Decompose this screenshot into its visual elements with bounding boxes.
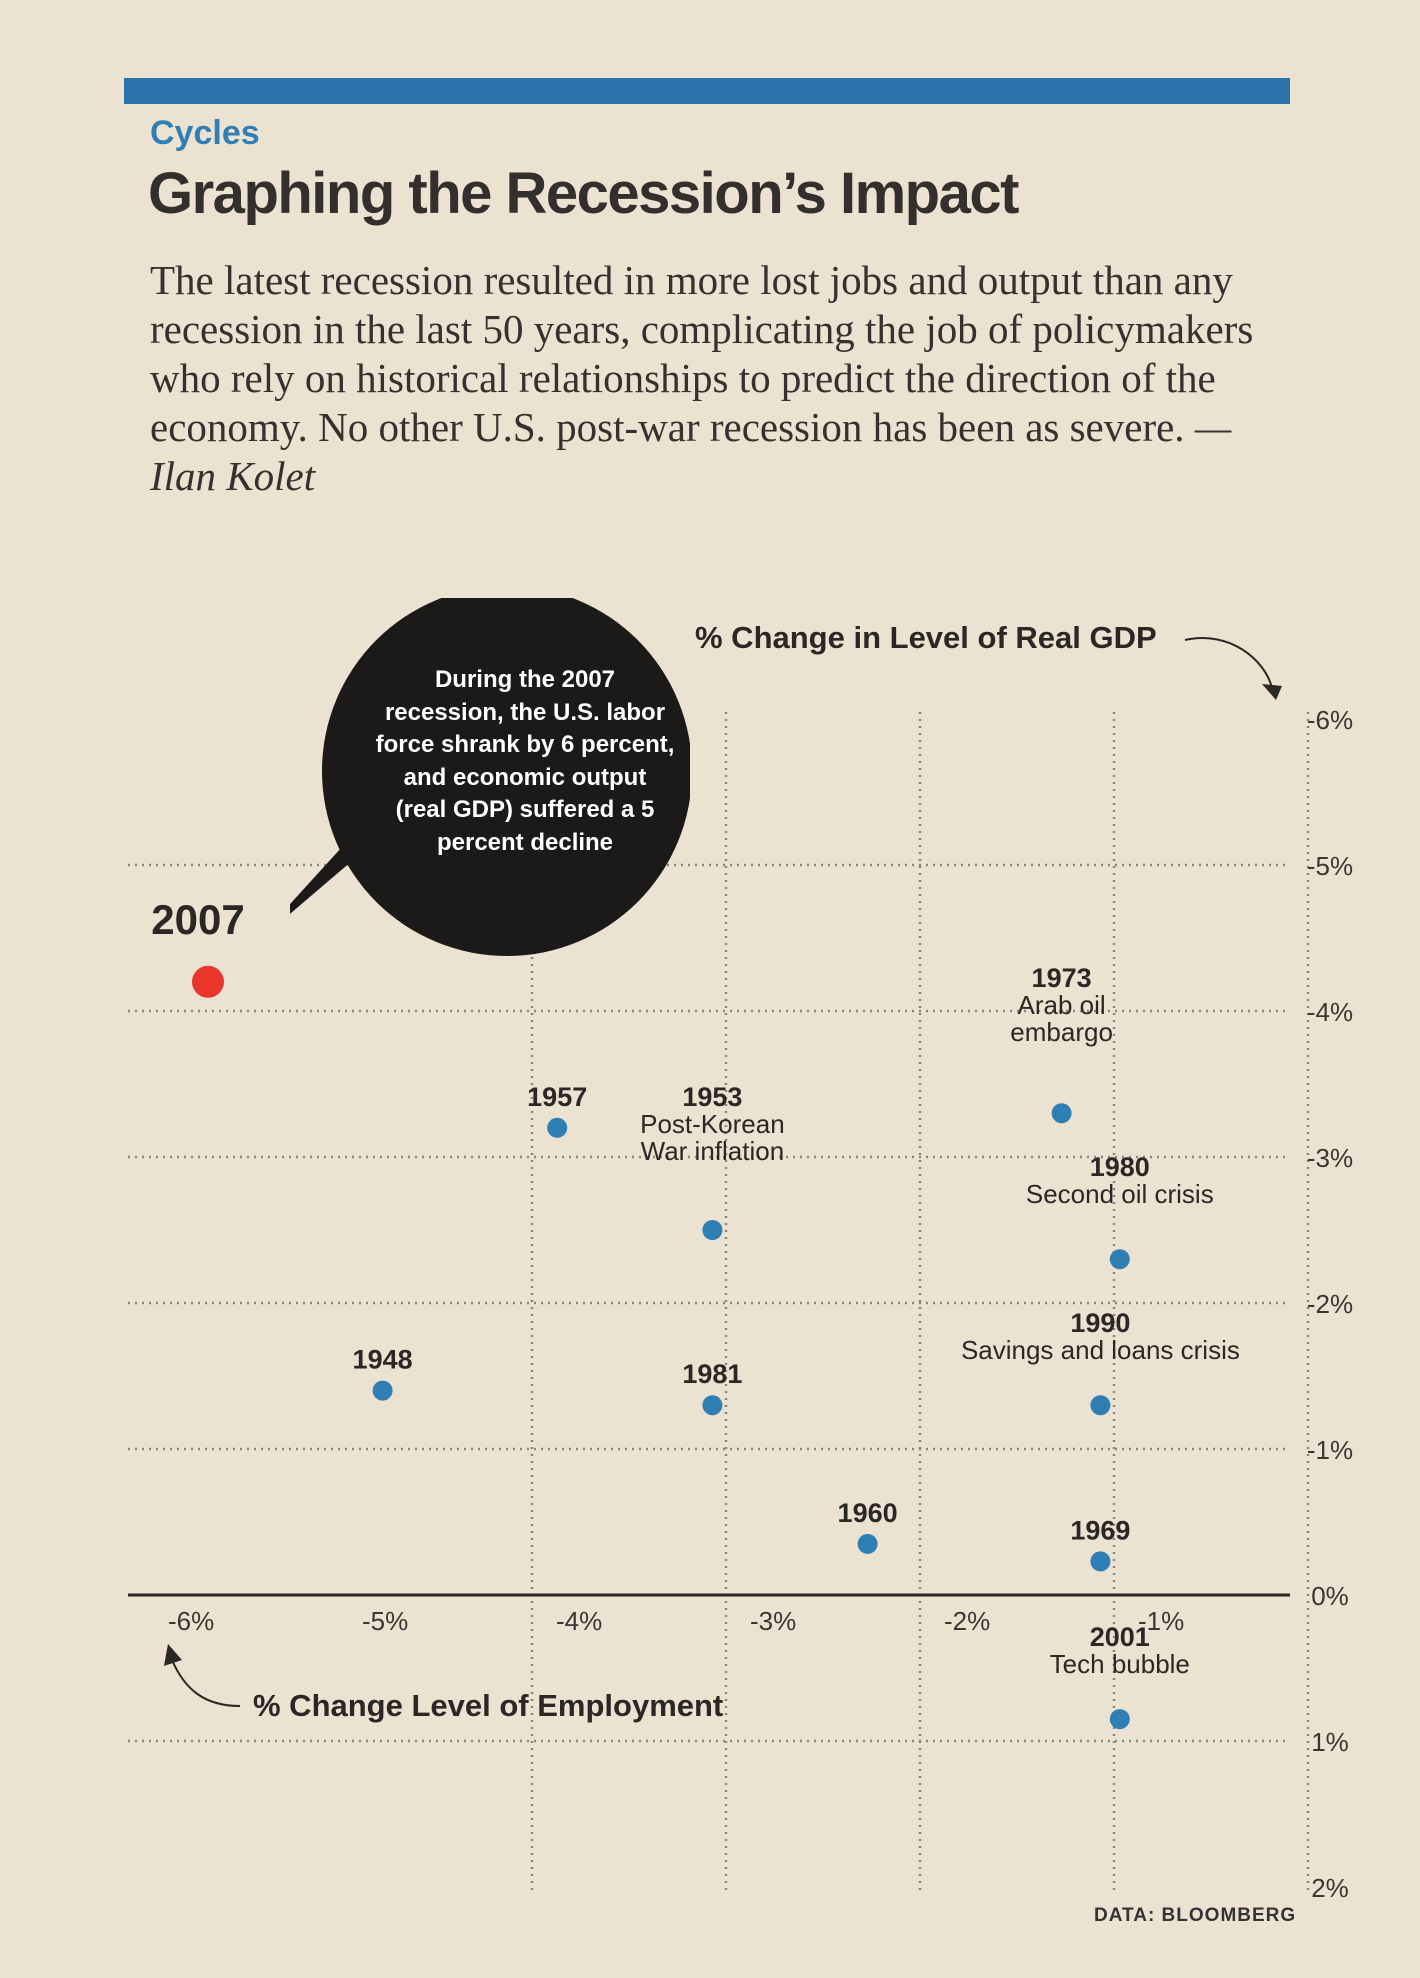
point-1953 xyxy=(702,1220,723,1240)
event-label-1973: Arab oil xyxy=(1018,990,1106,1020)
y-tick-label: -1% xyxy=(1307,1435,1353,1465)
y-axis-arrowhead xyxy=(1262,684,1282,700)
point-1969 xyxy=(1090,1551,1111,1572)
event-label-1953: Post-Korean xyxy=(640,1109,785,1139)
point-1980 xyxy=(1109,1249,1130,1270)
y-tick-label: -4% xyxy=(1307,997,1353,1027)
y-tick-label: 0% xyxy=(1311,1581,1349,1611)
year-label-2007: 2007 xyxy=(151,896,244,943)
year-label-1969: 1969 xyxy=(1070,1515,1130,1545)
page-title: Graphing the Recession’s Impact xyxy=(148,161,1019,226)
accent-bar xyxy=(124,78,1290,104)
point-2007 xyxy=(192,965,224,998)
dek-paragraph: The latest recession resulted in more lo… xyxy=(150,256,1280,501)
y-tick-label: 1% xyxy=(1311,1727,1349,1757)
x-tick-label: -3% xyxy=(750,1606,796,1636)
section-kicker: Cycles xyxy=(150,114,260,152)
event-label-1980: Second oil crisis xyxy=(1026,1179,1214,1209)
y-tick-label: -5% xyxy=(1307,851,1353,881)
year-label-1948: 1948 xyxy=(353,1345,413,1375)
x-tick-label: -1% xyxy=(1138,1606,1184,1636)
year-label-1981: 1981 xyxy=(682,1359,742,1389)
point-1990 xyxy=(1090,1395,1111,1416)
x-axis-arrow xyxy=(171,1659,241,1707)
point-1957 xyxy=(547,1117,568,1138)
year-label-1953: 1953 xyxy=(682,1082,742,1112)
event-label-2001: Tech bubble xyxy=(1050,1649,1190,1679)
data-points xyxy=(192,965,1130,1730)
x-axis-title: % Change Level of Employment xyxy=(253,1688,723,1723)
point-1981 xyxy=(702,1395,723,1416)
event-label-1953: War inflation xyxy=(641,1136,785,1166)
point-1973 xyxy=(1051,1103,1072,1124)
tick-labels: -6% -5% -4% -3% -2% -1% 0% 1% 2% -6% -5% -4% -3% -2% -… xyxy=(168,705,1353,1903)
y-tick-label: -3% xyxy=(1307,1143,1353,1173)
callout-text: During the 2007 recession, the U.S. labo… xyxy=(375,666,675,856)
point-1948 xyxy=(372,1380,393,1401)
year-label-2001: 2001 xyxy=(1090,1622,1150,1652)
chart-grid xyxy=(128,712,1310,1890)
axis-titles: % Change in Level of Real GDP % Change Le… xyxy=(164,620,1282,1723)
y-tick-label: -6% xyxy=(1307,705,1353,735)
event-label-1973: embargo xyxy=(1010,1017,1113,1047)
callout-shape xyxy=(290,598,690,956)
x-tick-label: -5% xyxy=(362,1606,408,1636)
event-label-1990: Savings and loans crisis xyxy=(961,1335,1240,1365)
dek-text: The latest recession resulted in more lo… xyxy=(150,257,1254,450)
y-tick-label: -2% xyxy=(1307,1289,1353,1319)
x-tick-label: -6% xyxy=(168,1606,214,1636)
y-axis-arrow xyxy=(1184,637,1273,689)
x-tick-label: -2% xyxy=(944,1606,990,1636)
y-axis-title: % Change in Level of Real GDP xyxy=(695,620,1157,655)
callout-bubble: During the 2007 recession, the U.S. labo… xyxy=(290,598,690,978)
year-label-1980: 1980 xyxy=(1090,1152,1150,1182)
point-1960 xyxy=(857,1533,878,1554)
year-label-1960: 1960 xyxy=(838,1498,898,1528)
y-tick-label: 2% xyxy=(1311,1873,1349,1903)
data-source: DATA: BLOOMBERG xyxy=(1094,1905,1297,1926)
year-label-1973: 1973 xyxy=(1032,963,1092,993)
year-label-1990: 1990 xyxy=(1070,1308,1130,1338)
byline: —Ilan Kolet xyxy=(150,404,1232,499)
x-axis-arrowhead xyxy=(164,1644,182,1666)
x-tick-label: -4% xyxy=(556,1606,602,1636)
point-2001 xyxy=(1109,1709,1130,1730)
year-label-1957: 1957 xyxy=(527,1082,587,1112)
